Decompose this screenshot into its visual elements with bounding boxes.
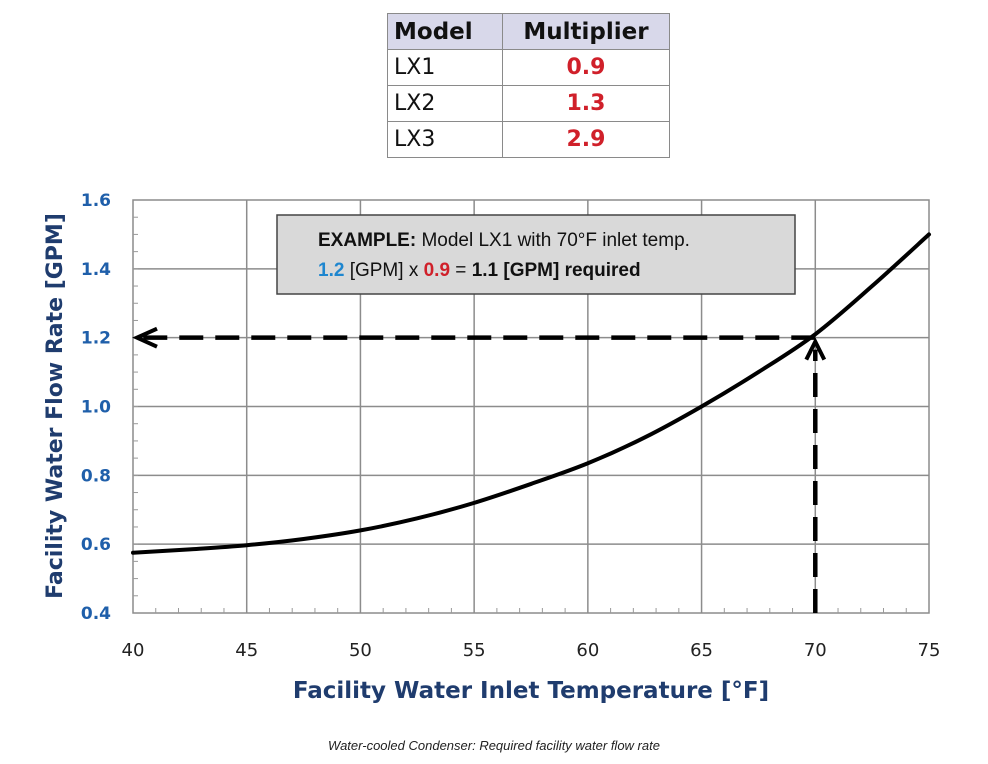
example-annotation: EXAMPLE: Model LX1 with 70°F inlet temp.… <box>276 214 796 295</box>
table-row: LX2 1.3 <box>387 85 670 122</box>
multiplier-column-header: Multiplier <box>502 13 670 50</box>
flow-rate-chart: 0.4 0.6 0.8 1.0 1.2 1.4 1.6 40 45 50 55 60 65 70 75 E… <box>43 191 941 704</box>
annotation-box <box>276 214 796 295</box>
y-tick-label: 1.4 <box>81 260 111 280</box>
model-column-header: Model <box>387 13 503 50</box>
model-cell: LX2 <box>387 85 503 122</box>
table-row: LX3 2.9 <box>387 121 670 158</box>
annotation-line2: 1.2 [GPM] x 0.9 = 1.1 [GPM] required <box>318 260 641 281</box>
example-guide-lines <box>132 326 827 613</box>
y-tick-label: 0.6 <box>81 535 111 555</box>
y-tick-labels: 0.4 0.6 0.8 1.0 1.2 1.4 1.6 <box>81 191 111 624</box>
flow-rate-curve <box>131 232 931 555</box>
annotation-flow-value: 1.2 <box>318 260 344 281</box>
figure-caption: Water-cooled Condenser: Required facilit… <box>328 738 660 753</box>
annotation-multiplier-value: 0.9 <box>424 260 450 281</box>
x-tick-label: 65 <box>690 640 713 661</box>
y-tick-label: 0.8 <box>81 466 111 486</box>
y-tick-label: 0.4 <box>81 604 111 624</box>
multiplier-cell: 2.9 <box>502 121 670 158</box>
x-tick-label: 70 <box>804 640 827 661</box>
annotation-result: 1.1 [GPM] required <box>472 260 641 281</box>
multiplier-table: Model Multiplier LX1 0.9 LX2 1.3 LX3 2.9 <box>387 13 670 158</box>
x-tick-label: 50 <box>349 640 372 661</box>
y-tick-label: 1.6 <box>81 191 111 211</box>
y-tick-label: 1.2 <box>81 329 111 349</box>
annotation-example-label: EXAMPLE: <box>318 230 416 251</box>
left-arrow-head <box>132 326 158 349</box>
annotation-line1: EXAMPLE: Model LX1 with 70°F inlet temp. <box>318 230 690 251</box>
y-tick-label: 1.0 <box>81 398 111 418</box>
annotation-description: Model LX1 with 70°F inlet temp. <box>416 230 690 251</box>
up-arrow-head <box>804 337 827 361</box>
multiplier-cell: 1.3 <box>502 85 670 122</box>
x-tick-label: 60 <box>576 640 599 661</box>
x-tick-label: 55 <box>463 640 486 661</box>
annotation-equals: = <box>450 260 472 281</box>
y-axis-label: Facility Water Flow Rate [GPM] <box>43 213 68 599</box>
x-axis-label: Facility Water Inlet Temperature [°F] <box>293 678 769 704</box>
x-tick-label: 75 <box>918 640 941 661</box>
model-cell: LX1 <box>387 49 503 86</box>
x-tick-label: 40 <box>122 640 145 661</box>
x-tick-labels: 40 45 50 55 60 65 70 75 <box>122 640 941 661</box>
annotation-unit: [GPM] x <box>344 260 423 281</box>
x-tick-label: 45 <box>235 640 258 661</box>
table-header-row: Model Multiplier <box>387 13 670 50</box>
